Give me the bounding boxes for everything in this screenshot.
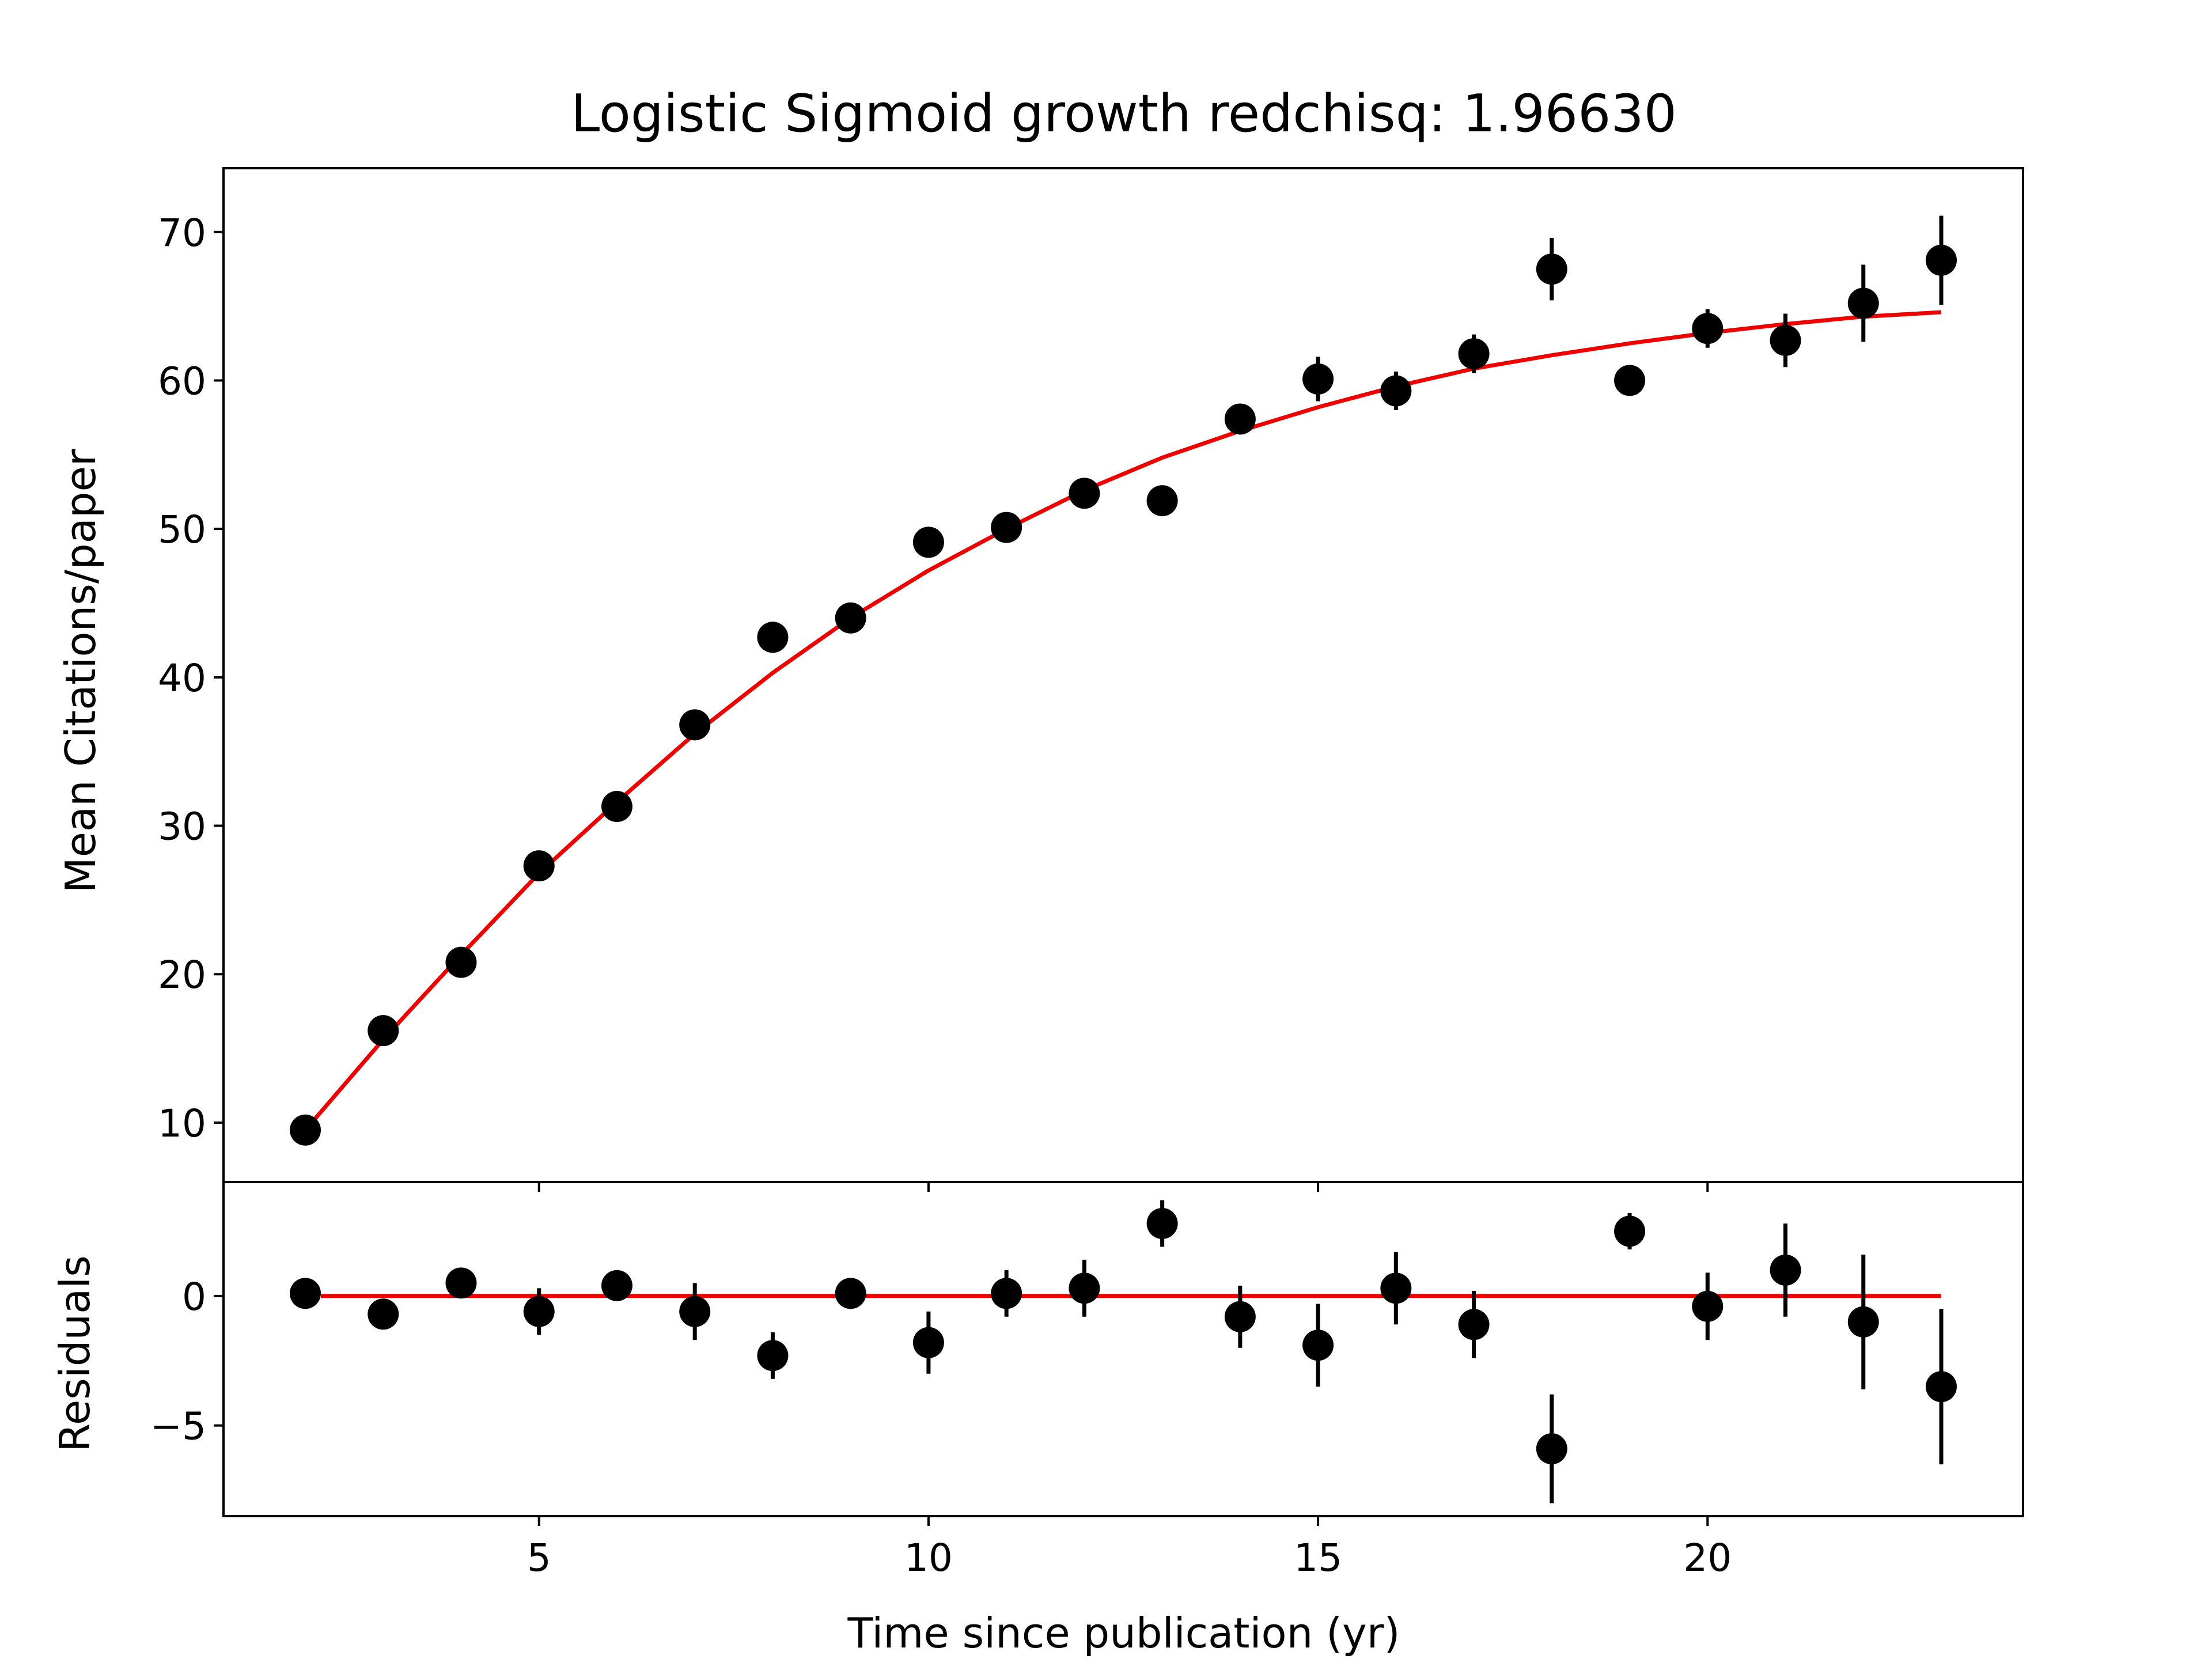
main-data-point bbox=[523, 850, 555, 882]
residuals-x-tick-label: 10 bbox=[904, 1536, 953, 1580]
residuals-data-point bbox=[679, 1296, 711, 1327]
main-data-point bbox=[1926, 244, 1957, 276]
residuals-y-tick-label: 0 bbox=[182, 1275, 206, 1319]
main-y-tick-label: 50 bbox=[158, 507, 206, 552]
main-plot-panel: 10 20 30 40 50 60 70 bbox=[158, 167, 2024, 1192]
residuals-data-point bbox=[1146, 1207, 1178, 1239]
residuals-data-point bbox=[445, 1267, 477, 1299]
residuals-data-point bbox=[1770, 1254, 1801, 1286]
residuals-y-axis-label: Residuals bbox=[51, 1255, 99, 1452]
residuals-x-tick-label: 20 bbox=[1683, 1536, 1732, 1580]
main-data-point bbox=[835, 602, 866, 634]
residuals-data-point bbox=[1847, 1306, 1879, 1338]
main-data-point bbox=[1302, 363, 1334, 395]
main-y-tick-label: 30 bbox=[158, 805, 206, 849]
main-data-point bbox=[1224, 403, 1256, 435]
main-data-point bbox=[1458, 338, 1490, 370]
residuals-data-point bbox=[1926, 1371, 1957, 1403]
main-data-point bbox=[1380, 375, 1412, 407]
residuals-data-point bbox=[1302, 1330, 1334, 1361]
residuals-data-point bbox=[368, 1298, 399, 1330]
main-y-axis-label: Mean Citations/paper bbox=[56, 449, 105, 893]
main-data-point bbox=[290, 1114, 321, 1146]
residuals-data-point bbox=[912, 1327, 944, 1358]
residuals-data-point bbox=[1380, 1272, 1412, 1304]
main-data-point bbox=[1847, 287, 1879, 319]
residuals-data-point bbox=[523, 1296, 555, 1327]
main-data-point bbox=[991, 512, 1022, 543]
residuals-data-point bbox=[1224, 1301, 1256, 1332]
residuals-data-point bbox=[290, 1278, 321, 1309]
main-data-point bbox=[1069, 478, 1100, 509]
main-data-point bbox=[1146, 485, 1178, 517]
main-data-point bbox=[757, 622, 789, 653]
residuals-data-point bbox=[601, 1270, 632, 1301]
main-data-point bbox=[1692, 313, 1724, 344]
residuals-data-point bbox=[1458, 1309, 1490, 1340]
residuals-data-point bbox=[1069, 1272, 1100, 1304]
main-data-point bbox=[1770, 324, 1801, 356]
residuals-plot-panel: −5 0 5 10 15 20 bbox=[150, 1181, 2024, 1580]
main-data-point bbox=[445, 946, 477, 978]
residuals-data-point bbox=[757, 1340, 789, 1372]
main-y-tick-label: 60 bbox=[158, 359, 206, 403]
main-data-point bbox=[368, 1015, 399, 1047]
main-data-point bbox=[679, 709, 711, 741]
main-data-point bbox=[1614, 365, 1646, 396]
residuals-data-point bbox=[991, 1278, 1022, 1309]
main-data-point bbox=[912, 527, 944, 558]
main-data-point bbox=[601, 791, 632, 823]
main-y-tick-label: 10 bbox=[158, 1101, 206, 1146]
residuals-x-tick-label: 15 bbox=[1294, 1536, 1342, 1580]
x-axis-label: Time since publication (yr) bbox=[847, 1609, 1400, 1657]
residuals-data-point bbox=[1536, 1433, 1567, 1465]
residuals-data-point bbox=[1614, 1215, 1646, 1247]
residuals-x-tick-label: 5 bbox=[527, 1536, 551, 1580]
main-fit-line bbox=[304, 310, 1942, 1132]
residuals-axes-frame bbox=[222, 1181, 2024, 1517]
main-axes-frame bbox=[222, 167, 2024, 1183]
residuals-data-point bbox=[1692, 1290, 1724, 1322]
main-y-tick-label: 70 bbox=[158, 211, 206, 255]
residuals-y-tick-label: −5 bbox=[150, 1404, 206, 1449]
residuals-data-point bbox=[835, 1278, 866, 1309]
chart-title: Logistic Sigmoid growth redchisq: 1.9663… bbox=[571, 84, 1677, 144]
main-y-tick-label: 40 bbox=[158, 656, 206, 700]
main-y-tick-label: 20 bbox=[158, 953, 206, 997]
main-data-point bbox=[1536, 253, 1567, 285]
